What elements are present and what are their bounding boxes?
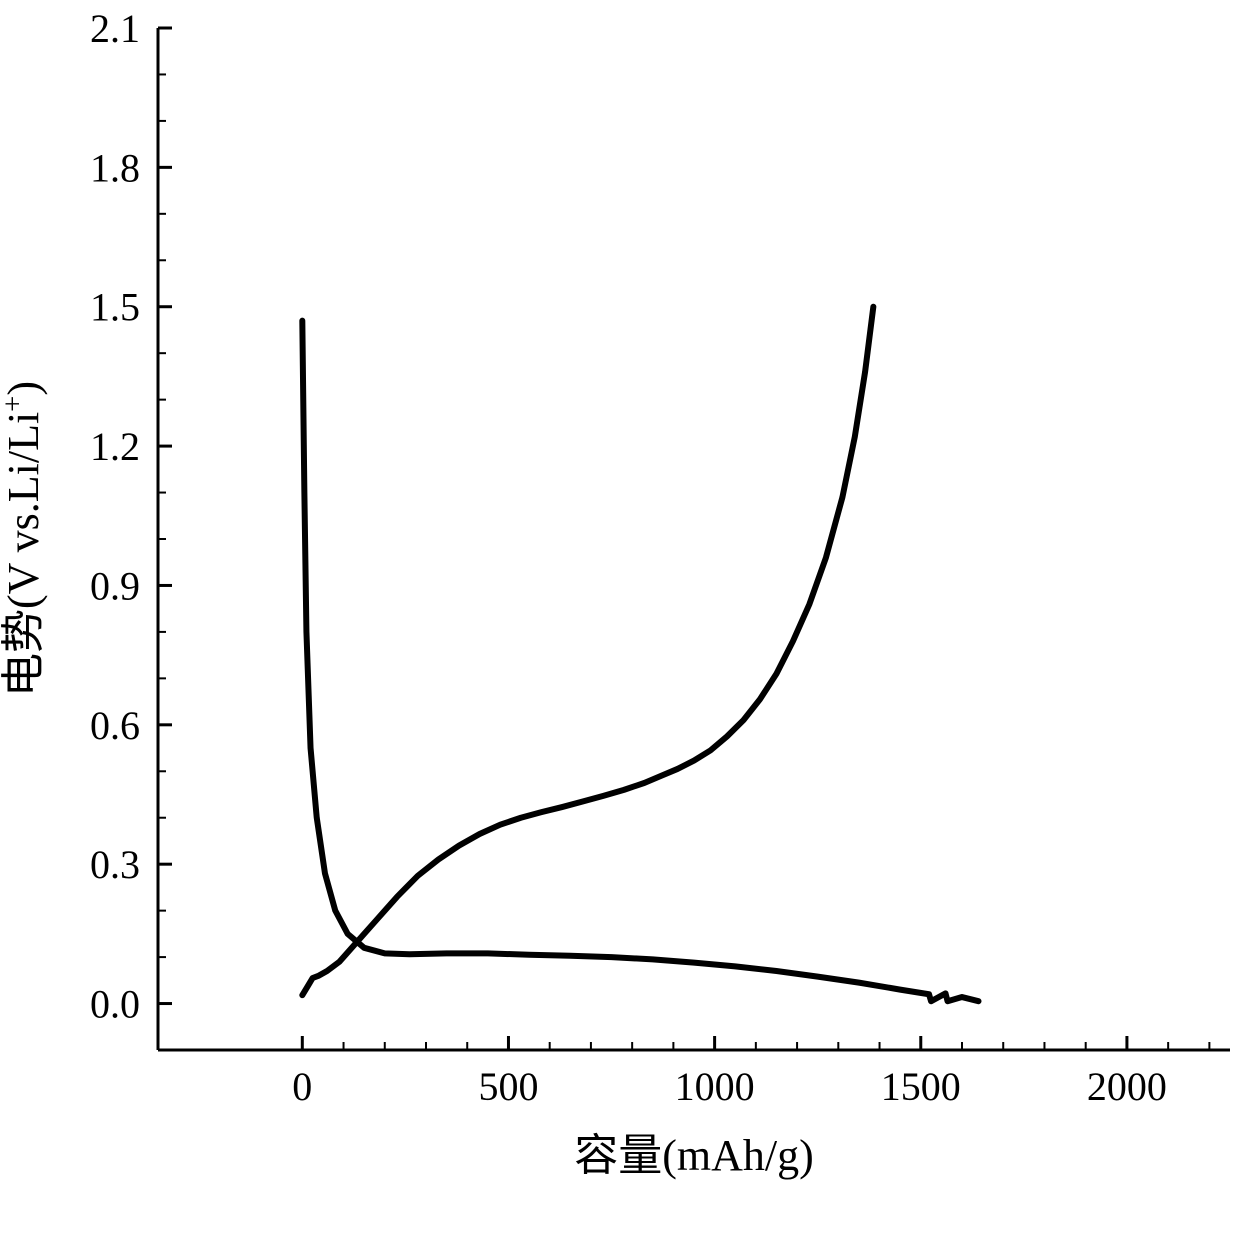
discharge-curve [302,321,978,1002]
y-tick-label: 0.9 [90,563,140,608]
voltage-capacity-chart: 0 500 1000 1500 2000 0.0 0.3 0.6 0.9 1.2 1.5 1.8 2.1… [0,0,1240,1248]
chart-svg: 0 500 1000 1500 2000 0.0 0.3 0.6 0.9 1.2 1.5 1.8 2.1… [0,0,1240,1248]
y-tick-label: 0.6 [90,703,140,748]
y-tick-label: 0.0 [90,982,140,1027]
x-tick-label: 500 [478,1064,538,1109]
y-tick-label: 1.2 [90,424,140,469]
y-axis-label: 电势(V vs.Li/Li+) [0,381,48,697]
y-tick-label: 0.3 [90,842,140,887]
x-tick-label: 2000 [1087,1064,1167,1109]
y-tick-label: 2.1 [90,6,140,51]
charge-curve [302,307,873,995]
y-tick-label: 1.5 [90,285,140,330]
y-tick-label: 1.8 [90,145,140,190]
x-tick-label: 1500 [881,1064,961,1109]
x-tick-label: 1000 [675,1064,755,1109]
x-axis-label: 容量(mAh/g) [574,1131,814,1180]
x-tick-label: 0 [292,1064,312,1109]
